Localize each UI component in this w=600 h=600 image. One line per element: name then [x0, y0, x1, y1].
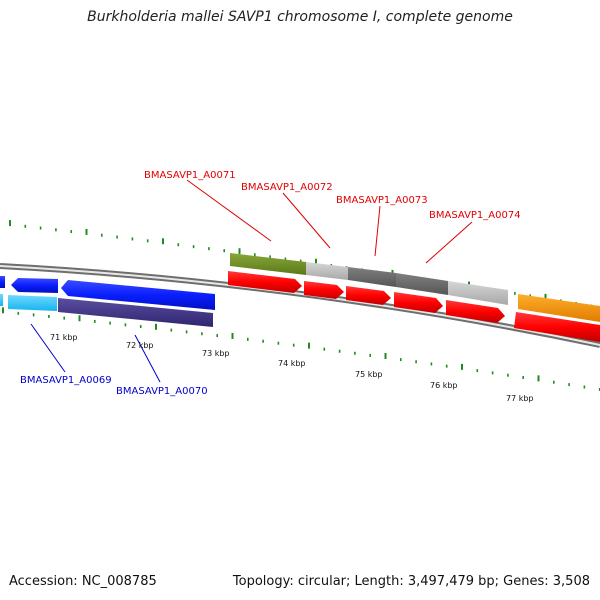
gene-arrow-red [394, 292, 443, 313]
gene-feature-cyan [8, 295, 57, 311]
callout-line [374, 205, 381, 257]
scale-label: 75 kbp [355, 370, 383, 379]
gene-arrow-red [228, 271, 302, 293]
gene-label: BMASAVP1_A0069 [20, 375, 112, 386]
gene-label: BMASAVP1_A0073 [336, 195, 428, 206]
genome-summary-text: Topology: circular; Length: 3,497,479 bp… [232, 574, 590, 589]
gene-arrow-blue [0, 276, 5, 288]
scale-label: 74 kbp [278, 359, 306, 368]
accession-text: Accession: NC_008785 [9, 574, 157, 589]
scale-label: 72 kbp [126, 341, 154, 350]
callout-line [134, 334, 161, 383]
gene-label: BMASAVP1_A0071 [144, 170, 236, 181]
gene-arrow-red [304, 281, 344, 299]
left-cluster-features [0, 276, 215, 327]
gene-arrow-red [514, 312, 600, 342]
gene-feature-lightgray [448, 281, 508, 305]
label-callouts [30, 179, 473, 383]
scale-label: 73 kbp [202, 349, 230, 358]
gene-labels-bottom: BMASAVP1_A0069 BMASAVP1_A0070 [20, 375, 208, 397]
gene-label: BMASAVP1_A0072 [241, 182, 333, 193]
gene-label: BMASAVP1_A0074 [429, 210, 521, 221]
gene-feature-lightgray [306, 262, 348, 280]
gene-arrow-red [346, 286, 391, 305]
scale-labels: 71 kbp 72 kbp 73 kbp 74 kbp 75 kbp 76 kb… [50, 333, 534, 403]
gene-feature-darkgray [396, 273, 448, 295]
scale-label: 76 kbp [430, 381, 458, 390]
forward-strand-arrows [228, 271, 600, 342]
gene-feature-edge [0, 294, 3, 306]
callout-line [282, 192, 331, 249]
forward-strand-upper-features [230, 253, 600, 322]
gene-arrow-blue [61, 280, 215, 310]
gene-arrow-red [446, 300, 505, 323]
gene-feature-darkgray [348, 267, 396, 287]
callout-line [186, 179, 272, 242]
gene-arrow-blue [11, 278, 58, 293]
lower-tick-track [2, 307, 600, 391]
scale-label: 71 kbp [50, 333, 78, 342]
gene-feature-orange [518, 294, 600, 322]
gene-label: BMASAVP1_A0070 [116, 386, 208, 397]
gene-feature-purple [58, 298, 213, 327]
upper-tick-track [9, 220, 593, 308]
scale-label: 77 kbp [506, 394, 534, 403]
callout-line [425, 221, 473, 264]
gene-labels-top: BMASAVP1_A0071 BMASAVP1_A0072 BMASAVP1_A… [144, 170, 521, 221]
gene-feature-olive [230, 253, 306, 275]
callout-line [30, 323, 66, 373]
map-title: Burkholderia mallei SAVP1 chromosome I, … [87, 9, 513, 25]
